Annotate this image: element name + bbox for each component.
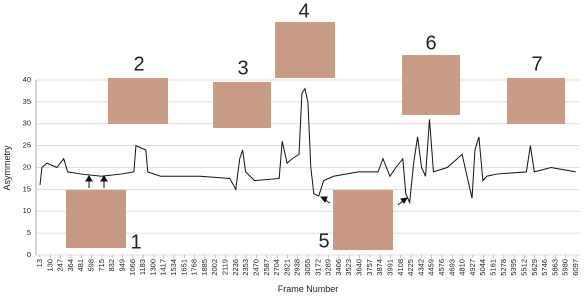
y-tick-label: 0: [27, 250, 31, 259]
x-tick-label: 5161: [489, 259, 498, 276]
x-tick-label: 3172: [313, 259, 322, 276]
face-image: [507, 78, 565, 124]
x-tick-label: 4108: [396, 259, 405, 276]
x-tick-label: 4576: [437, 259, 446, 276]
annotation: 5: [318, 230, 329, 252]
y-tick-label: 5: [27, 228, 31, 237]
x-tick-label: 5044: [478, 259, 487, 276]
x-tick-label: 1768: [190, 259, 199, 276]
x-tick-label: 3991: [385, 259, 394, 276]
x-tick-label: 5980: [561, 259, 570, 276]
x-tick-label: 2587: [262, 259, 271, 276]
annotation: 3: [237, 57, 248, 79]
x-tick-label: 1534: [169, 259, 178, 276]
arrows: [85, 175, 408, 206]
y-tick-label: 15: [23, 184, 31, 193]
x-tick-label: 832: [107, 259, 116, 272]
x-tick-label: 1885: [200, 259, 209, 276]
x-tick-label: 3640: [355, 259, 364, 276]
x-tick-label: 4342: [416, 259, 425, 276]
y-tick-label: 20: [23, 162, 31, 171]
x-tick-label: 5278: [499, 259, 508, 276]
x-tick-label: 598: [87, 259, 96, 272]
x-tick-label: 6097: [571, 259, 580, 276]
x-tick-label: 715: [97, 259, 106, 272]
x-tick-label: 1183: [138, 259, 147, 275]
x-tick-label: 3289: [324, 259, 333, 276]
x-tick-label: 364: [66, 259, 75, 272]
y-tick-label: 30: [23, 119, 31, 128]
x-tick-label: 3406: [334, 259, 343, 276]
x-axis-label: Frame Number: [278, 284, 339, 294]
x-tick-label: 2236: [231, 259, 240, 276]
x-tick-label: 3523: [344, 259, 353, 276]
face-image: [402, 55, 460, 115]
x-tick-label: 1417: [159, 259, 168, 276]
x-tick-label: 1651: [179, 259, 188, 276]
face-image: [213, 82, 271, 128]
x-tick-label: 2119: [221, 259, 230, 275]
x-tick-label: 2470: [251, 259, 260, 276]
x-tick-label: 4693: [447, 259, 456, 276]
x-tick-label: 2938: [293, 259, 302, 276]
y-tick-label: 25: [23, 141, 31, 150]
x-tick-label: 247: [56, 259, 65, 272]
plot-area: [39, 87, 576, 205]
arrow-head: [400, 197, 408, 204]
x-tick-label: 1300: [148, 259, 157, 276]
face-image: [275, 22, 335, 78]
x-tick-label: 3055: [303, 259, 312, 276]
x-tick-label: 5512: [519, 259, 528, 276]
x-tick-label: 5629: [530, 259, 539, 276]
x-tick-label: 4225: [406, 259, 415, 276]
x-tick-label: 3757: [365, 259, 374, 276]
annotation: 2: [133, 53, 144, 75]
x-tick-label: 949: [117, 259, 126, 272]
x-tick-label: 2353: [241, 259, 250, 276]
x-tick-label: 4459: [427, 259, 436, 276]
face-image: [333, 190, 393, 250]
x-tick-label: 3874: [375, 259, 384, 276]
x-tick-label: 1066: [128, 259, 137, 276]
face-image: [66, 190, 126, 248]
data-line: [39, 87, 576, 205]
x-tick-label: 130: [45, 259, 54, 272]
annotation: 4: [298, 0, 309, 22]
arrow-head: [319, 196, 328, 203]
arrow-head: [100, 175, 108, 182]
x-tick-label: 5395: [509, 259, 518, 276]
y-tick-label: 40: [23, 75, 31, 84]
annotation: 6: [425, 32, 436, 54]
y-tick-label: 35: [23, 97, 31, 106]
x-tick-label: 4927: [468, 259, 477, 276]
x-tick-label: 13: [35, 259, 44, 267]
x-tick-label: 2002: [210, 259, 219, 276]
annotation: 7: [531, 53, 542, 75]
x-tick-label: 481: [76, 259, 85, 272]
x-tick-label: 5863: [550, 259, 559, 276]
face-images: [66, 22, 565, 250]
x-tick-label: 4810: [458, 259, 467, 276]
x-tick-label: 2704: [272, 259, 281, 276]
y-tick-label: 10: [23, 206, 31, 215]
arrow-head: [85, 175, 93, 182]
y-axis-label: Asymmetry: [2, 145, 12, 191]
x-tick-label: 2821: [282, 259, 291, 276]
x-tick-label: 5746: [540, 259, 549, 276]
face-image: [108, 78, 168, 124]
annotation: 1: [130, 231, 141, 253]
